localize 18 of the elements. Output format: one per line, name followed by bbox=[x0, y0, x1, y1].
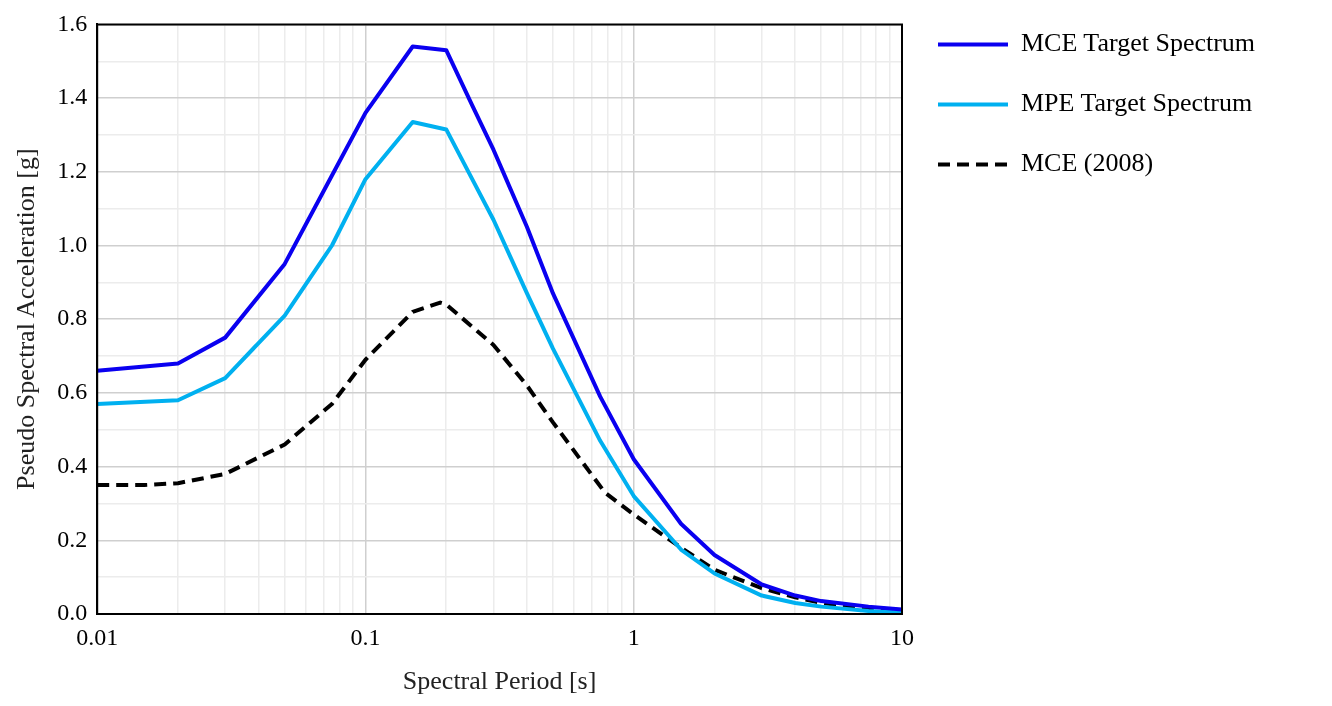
x-tick-label: 0.01 bbox=[76, 623, 119, 650]
x-axis-title: Spectral Period [s] bbox=[402, 666, 597, 696]
y-tick-label: 0.6 bbox=[57, 378, 88, 405]
y-tick-label: 0.8 bbox=[57, 304, 88, 331]
y-tick-label: 1.2 bbox=[57, 157, 88, 184]
y-tick-label: 0.0 bbox=[57, 599, 88, 626]
legend-label: MCE Target Spectrum bbox=[1021, 28, 1256, 58]
x-tick-label: 10 bbox=[890, 623, 914, 650]
y-tick-label: 1.4 bbox=[57, 83, 88, 110]
y-tick-label: 0.2 bbox=[57, 525, 88, 552]
y-tick-label: 1.0 bbox=[57, 230, 88, 257]
legend-label: MCE (2008) bbox=[1021, 148, 1154, 178]
y-axis-title: Pseudo Spectral Acceleration [g] bbox=[11, 148, 41, 490]
y-tick-label: 1.6 bbox=[57, 9, 88, 36]
x-tick-label: 1 bbox=[627, 623, 640, 650]
x-tick-label: 0.1 bbox=[350, 623, 381, 650]
y-tick-label: 0.4 bbox=[57, 451, 88, 478]
legend-label: MPE Target Spectrum bbox=[1021, 88, 1253, 118]
